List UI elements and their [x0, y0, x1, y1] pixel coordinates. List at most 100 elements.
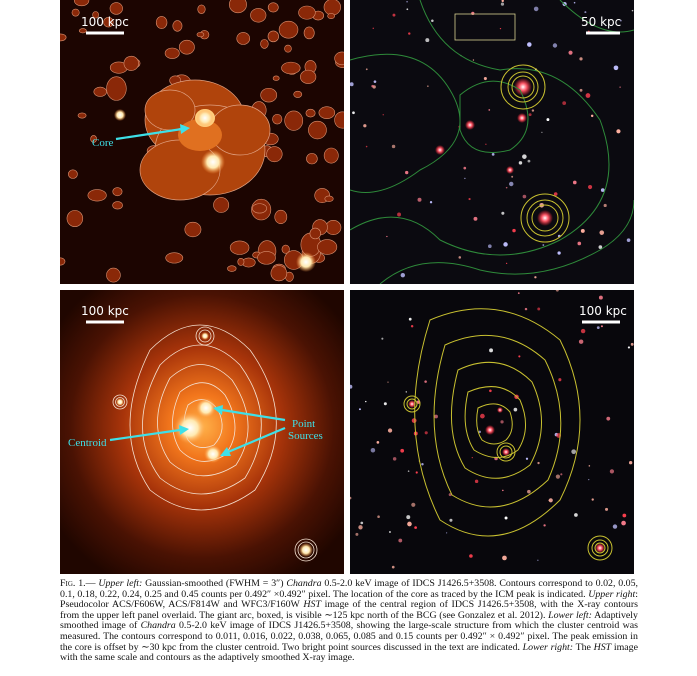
galaxy: [407, 470, 410, 472]
galaxy: [518, 161, 523, 165]
emission-blob: [323, 147, 339, 164]
galaxy: [350, 384, 353, 389]
galaxy: [517, 292, 520, 294]
caption-run: HST: [303, 599, 321, 611]
galaxy: [537, 307, 541, 311]
emission-blob: [281, 61, 301, 75]
galaxy: [406, 8, 409, 11]
emission-blob: [112, 187, 123, 197]
bright-galaxy: [485, 425, 495, 435]
galaxy: [509, 181, 514, 187]
scale-label: 100 kpc: [81, 304, 129, 318]
galaxy: [506, 262, 508, 265]
contour: [531, 204, 559, 232]
emission-blob: [93, 86, 107, 97]
galaxy: [518, 355, 521, 358]
galaxy: [489, 348, 493, 353]
galaxy: [525, 457, 529, 460]
galaxy: [505, 186, 508, 189]
annotation-arrows: [109, 124, 286, 456]
galaxy: [591, 498, 594, 501]
galaxy: [512, 228, 516, 233]
emission-blob: [305, 108, 316, 118]
scale-label: 100 kpc: [579, 304, 627, 318]
galaxy: [411, 502, 416, 507]
contours: [403, 308, 613, 561]
emission-blob: [266, 146, 283, 163]
galaxy: [417, 197, 422, 202]
galaxy: [391, 565, 395, 569]
emission-blob: [184, 221, 202, 238]
galaxy: [558, 378, 562, 382]
caption-run: Gaussian-smoothed (FWHM = 3″): [142, 578, 287, 589]
galaxy: [552, 43, 558, 48]
galaxy: [388, 530, 391, 533]
annotation: Sources: [288, 430, 323, 442]
caption-run: image with the same scale and contours a…: [60, 641, 638, 664]
emission-blob: [309, 227, 321, 240]
galaxy: [511, 175, 514, 178]
galaxy: [600, 325, 603, 328]
emission-blob: [272, 113, 283, 125]
emission-blob: [293, 90, 303, 98]
galaxy: [458, 256, 462, 259]
emission-blob: [196, 32, 205, 38]
galaxy: [499, 27, 502, 30]
galaxy: [463, 166, 467, 170]
emission-blob: [73, 0, 90, 7]
caption-run: Chandra: [140, 620, 176, 632]
galaxy: [616, 129, 621, 134]
galaxy: [500, 420, 504, 424]
galaxy: [599, 230, 605, 235]
caption-run: Fig. 1.: [60, 578, 86, 589]
contour: [379, 199, 634, 284]
galaxy: [555, 290, 559, 292]
bright-galaxy: [517, 113, 527, 123]
galaxy: [613, 65, 619, 71]
galaxy: [631, 9, 634, 12]
emission-blob: [306, 153, 318, 165]
galaxy: [548, 498, 553, 503]
galaxy: [478, 430, 481, 434]
galaxy: [588, 478, 590, 481]
galaxy: [524, 307, 528, 311]
contour: [350, 0, 610, 256]
galaxy: [400, 272, 405, 278]
galaxy: [408, 317, 412, 321]
galaxy: [414, 526, 417, 529]
galaxy: [574, 513, 578, 517]
emission-blob: [197, 4, 206, 14]
galaxy: [371, 84, 374, 88]
emission-blob: [327, 13, 335, 20]
emission-blob: [103, 17, 114, 28]
galaxy: [381, 337, 384, 340]
galaxy: [579, 88, 583, 92]
galaxy: [528, 113, 532, 117]
galaxy: [358, 525, 363, 530]
galaxy: [376, 441, 380, 444]
galaxy: [431, 19, 434, 23]
galaxy: [572, 180, 577, 185]
caption-run: —: [85, 578, 99, 589]
contour: [507, 71, 539, 103]
galaxy: [527, 42, 532, 47]
emission-blob: [60, 257, 66, 266]
galaxy: [408, 32, 411, 35]
galaxy: [557, 251, 561, 255]
arc-box: [454, 13, 516, 41]
contour: [511, 75, 535, 99]
galaxy: [522, 194, 527, 199]
emission-blob: [281, 244, 290, 254]
emission-blob: [303, 26, 315, 40]
emission-blob: [257, 251, 276, 265]
galaxy: [360, 521, 364, 525]
galaxy: [355, 532, 359, 536]
scale-label: 50 kpc: [581, 15, 621, 29]
caption-run: 0.5-2.0 keV image of IDCS J1426.5+3508, …: [60, 620, 638, 653]
emission-blob: [227, 265, 237, 272]
galaxy: [542, 244, 545, 246]
annotation: Centroid: [68, 437, 107, 449]
scale-label: 100 kpc: [81, 15, 129, 29]
galaxy: [489, 389, 492, 393]
